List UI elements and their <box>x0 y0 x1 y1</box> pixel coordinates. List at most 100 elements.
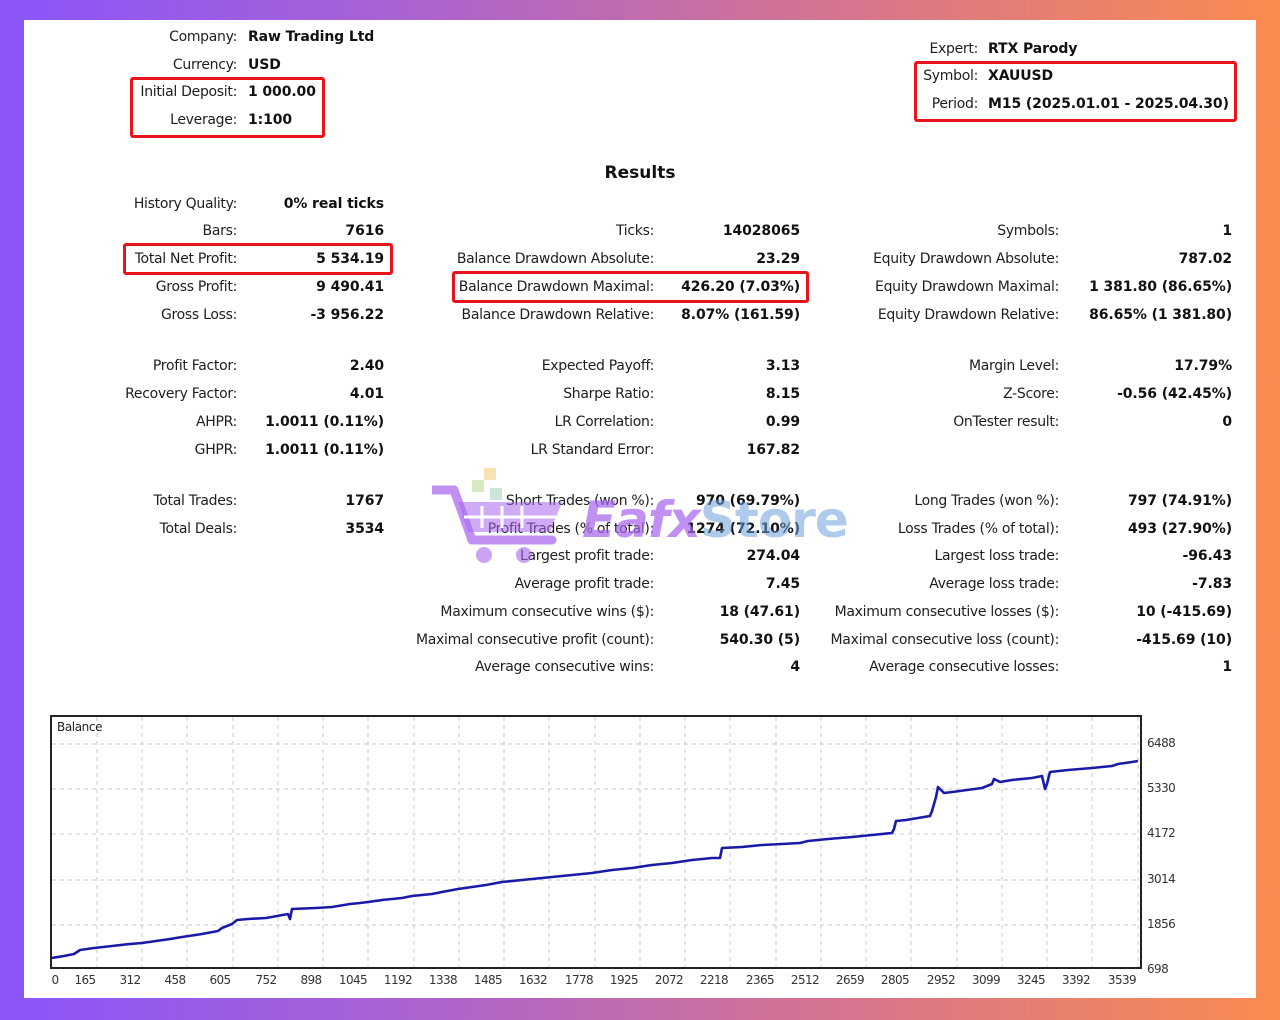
symbol-value: XAUUSD <box>988 68 1054 84</box>
x-tick: 1192 <box>383 973 413 987</box>
period-value: M15 (2025.01.01 - 2025.04.30) <box>988 96 1229 112</box>
expert-label: Expert: <box>929 41 979 57</box>
total-net-profit-value: 5 534.19 <box>316 251 384 267</box>
gross-profit-value: 9 490.41 <box>316 279 384 295</box>
x-tick: 3099 <box>971 973 1001 987</box>
max-consecutive-wins-value: 18 (47.61) <box>719 604 801 620</box>
short-trades-value: 970 (69.79%) <box>695 493 800 509</box>
x-tick: 2218 <box>699 973 729 987</box>
maximal-consecutive-profit-value: 540.30 (5) <box>719 632 801 648</box>
x-tick: 3539 <box>1107 973 1137 987</box>
total-net-profit-label: Total Net Profit: <box>134 251 238 267</box>
leverage-label: Leverage: <box>170 112 237 128</box>
x-tick: 2659 <box>835 973 865 987</box>
balance-dd-maximal-value: 426.20 (7.03%) <box>681 279 800 295</box>
x-tick: 1338 <box>428 973 458 987</box>
results-title: Results <box>604 163 676 183</box>
x-tick: 312 <box>119 973 141 987</box>
x-tick: 1485 <box>473 973 503 987</box>
maximal-consecutive-loss-label: Maximal consecutive loss (count): <box>830 632 1060 648</box>
average-profit-trade-label: Average profit trade: <box>514 576 655 592</box>
largest-loss-trade-value: -96.43 <box>1182 548 1233 564</box>
average-consecutive-losses-value: 1 <box>1222 659 1232 675</box>
x-tick: 2072 <box>654 973 684 987</box>
balance-dd-maximal-label: Balance Drawdown Maximal: <box>458 279 655 295</box>
symbol-label: Symbol: <box>923 68 978 84</box>
history-quality-label: History Quality: <box>133 196 237 212</box>
sharpe-ratio-value: 8.15 <box>765 386 800 402</box>
largest-profit-trade-label: Largest profit trade: <box>519 548 654 564</box>
loss-trades-label: Loss Trades (% of total): <box>897 521 1059 537</box>
x-tick: 1045 <box>338 973 368 987</box>
short-trades-label: Short Trades (won %): <box>505 493 654 509</box>
ontester-result-label: OnTester result: <box>953 414 1059 430</box>
average-consecutive-wins-value: 4 <box>790 659 800 675</box>
highlight-symbol-period <box>914 61 1237 122</box>
report-panel: Company: Raw Trading Ltd Currency: USD I… <box>24 20 1256 998</box>
equity-dd-absolute-value: 787.02 <box>1178 251 1233 267</box>
balance-dd-relative-value: 8.07% (161.59) <box>681 307 800 323</box>
symbols-value: 1 <box>1222 223 1232 239</box>
bars-label: Bars: <box>202 223 238 239</box>
chart-grid <box>52 717 1140 967</box>
y-tick: 1856 <box>1147 917 1176 931</box>
average-consecutive-wins-label: Average consecutive wins: <box>474 659 654 675</box>
currency-label: Currency: <box>172 57 237 73</box>
equity-dd-relative-value: 86.65% (1 381.80) <box>1089 307 1232 323</box>
total-deals-value: 3534 <box>345 521 384 537</box>
sharpe-ratio-label: Sharpe Ratio: <box>563 386 654 402</box>
maximal-consecutive-loss-value: -415.69 (10) <box>1136 632 1232 648</box>
average-loss-trade-value: -7.83 <box>1192 576 1232 592</box>
y-tick: 3014 <box>1147 872 1176 886</box>
max-consecutive-losses-label: Maximum consecutive losses ($): <box>834 604 1060 620</box>
total-trades-label: Total Trades: <box>153 493 237 509</box>
profit-factor-value: 2.40 <box>349 358 384 374</box>
equity-dd-maximal-value: 1 381.80 (86.65%) <box>1089 279 1232 295</box>
x-tick: 2952 <box>926 973 956 987</box>
equity-dd-maximal-label: Equity Drawdown Maximal: <box>875 279 1059 295</box>
margin-level-label: Margin Level: <box>968 358 1059 374</box>
lr-standard-error-label: LR Standard Error: <box>530 442 655 458</box>
total-trades-value: 1767 <box>345 493 384 509</box>
profit-trades-value: 1274 (72.10%) <box>686 521 800 537</box>
y-tick: 698 <box>1147 962 1169 976</box>
currency-value: USD <box>248 57 281 73</box>
average-profit-trade-value: 7.45 <box>765 576 800 592</box>
profit-trades-label: Profit Trades (% of total): <box>487 521 655 537</box>
x-tick: 752 <box>255 973 277 987</box>
lr-correlation-label: LR Correlation: <box>554 414 655 430</box>
x-tick: 1778 <box>564 973 594 987</box>
leverage-value: 1:100 <box>248 112 293 128</box>
equity-dd-relative-label: Equity Drawdown Relative: <box>877 307 1059 323</box>
ahpr-value: 1.0011 (0.11%) <box>265 414 384 430</box>
ghpr-value: 1.0011 (0.11%) <box>265 442 384 458</box>
long-trades-label: Long Trades (won %): <box>914 493 1059 509</box>
initial-deposit-value: 1 000.00 <box>248 84 316 100</box>
y-tick: 6488 <box>1147 736 1176 750</box>
history-quality-value: 0% real ticks <box>283 196 384 212</box>
x-tick: 2805 <box>880 973 910 987</box>
balance-dd-relative-label: Balance Drawdown Relative: <box>461 307 655 323</box>
ahpr-label: AHPR: <box>195 414 237 430</box>
chart-title: Balance <box>57 720 103 734</box>
equity-dd-absolute-label: Equity Drawdown Absolute: <box>873 251 1059 267</box>
balance-line <box>52 759 1139 960</box>
bars-value: 7616 <box>345 223 384 239</box>
lr-correlation-value: 0.99 <box>765 414 800 430</box>
gross-loss-value: -3 956.22 <box>310 307 384 323</box>
x-tick: 898 <box>300 973 322 987</box>
z-score-value: -0.56 (42.45%) <box>1117 386 1232 402</box>
x-tick: 3245 <box>1016 973 1046 987</box>
x-tick: 0 <box>51 973 59 987</box>
highlight-total-net-profit <box>123 243 393 275</box>
recovery-factor-value: 4.01 <box>349 386 384 402</box>
total-deals-label: Total Deals: <box>159 521 238 537</box>
average-consecutive-losses-label: Average consecutive losses: <box>869 659 1059 675</box>
loss-trades-value: 493 (27.90%) <box>1127 521 1232 537</box>
initial-deposit-label: Initial Deposit: <box>140 84 237 100</box>
highlight-balance-dd-maximal <box>452 271 809 303</box>
long-trades-value: 797 (74.91%) <box>1127 493 1232 509</box>
period-label: Period: <box>931 96 979 112</box>
ontester-result-value: 0 <box>1222 414 1232 430</box>
profit-factor-label: Profit Factor: <box>152 358 237 374</box>
